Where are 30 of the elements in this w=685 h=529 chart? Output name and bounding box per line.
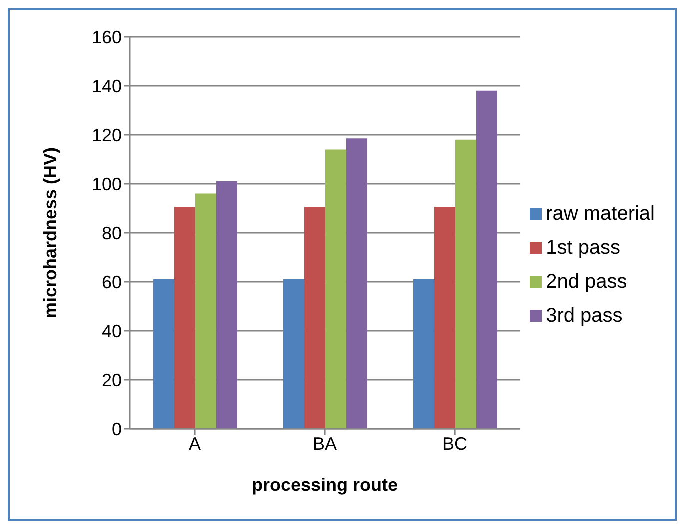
y-tick-label: 0 — [112, 419, 122, 440]
y-tick-label: 120 — [92, 125, 122, 146]
x-tick-label: BC — [442, 434, 468, 454]
bar — [153, 280, 174, 429]
bar — [476, 90, 498, 429]
y-tick-label: 160 — [92, 27, 122, 48]
bar — [216, 182, 238, 429]
legend-label: 1st pass — [546, 236, 621, 258]
legend-label: 3rd pass — [546, 304, 623, 326]
y-axis-title: microhardness (HV) — [40, 147, 60, 319]
bar — [283, 280, 304, 429]
bar — [195, 194, 216, 429]
bar — [174, 207, 196, 429]
x-tick-label: A — [189, 434, 202, 454]
legend-label: raw material — [546, 202, 655, 224]
bar — [304, 207, 326, 429]
y-tick-label: 100 — [92, 174, 122, 194]
bar — [455, 140, 476, 429]
y-tick-label: 140 — [92, 76, 122, 96]
x-tick-label: BA — [313, 434, 338, 454]
bar — [413, 280, 434, 429]
y-tick-label: 40 — [102, 321, 122, 342]
x-axis-title: processing route — [252, 475, 398, 495]
y-tick-label: 60 — [102, 272, 122, 292]
bar — [346, 138, 368, 429]
bar — [325, 150, 346, 429]
legend-label: 2nd pass — [546, 270, 628, 292]
y-tick-label: 80 — [102, 223, 122, 244]
bar — [434, 207, 456, 429]
y-tick-label: 20 — [102, 370, 122, 390]
